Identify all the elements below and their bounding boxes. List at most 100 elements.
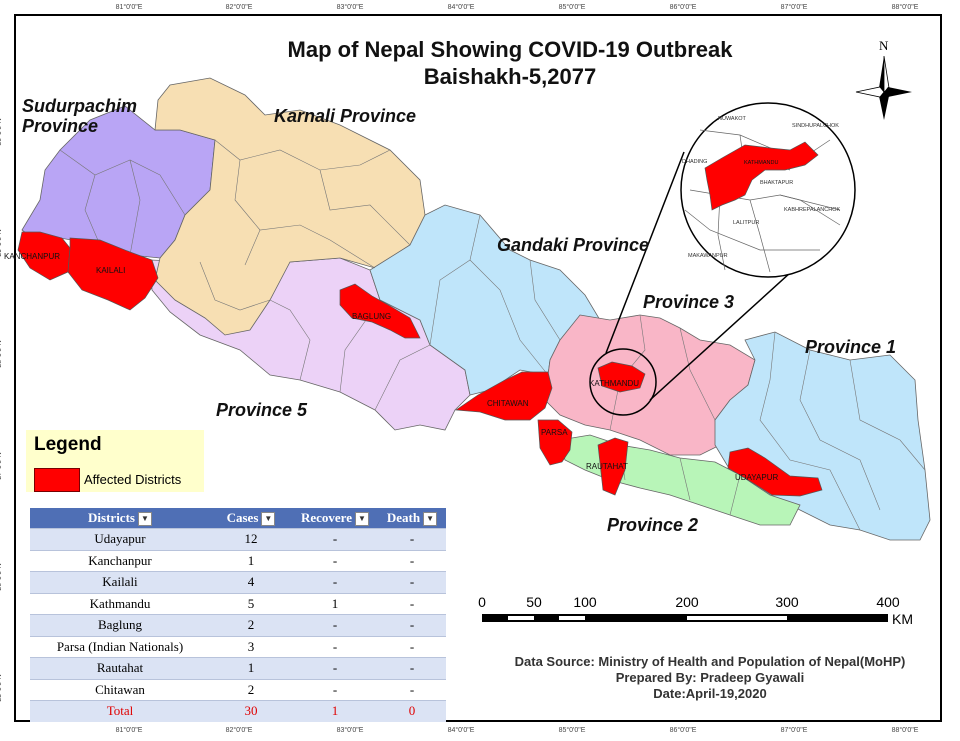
lon-tick-85: 85°0'0"E <box>558 4 586 11</box>
cell-district: Kathmandu <box>30 592 210 615</box>
filter-dropdown-icon[interactable]: ▼ <box>423 512 438 526</box>
header-death[interactable]: Death ▼ <box>378 508 446 529</box>
cell-cases: 5 <box>210 592 292 615</box>
map-date: Date:April-19,2020 <box>653 686 767 701</box>
cell-cases: 2 <box>210 678 292 701</box>
cell-district: Kailali <box>30 571 210 593</box>
lon-tick-85-bottom: 85°0'0"E <box>558 727 586 734</box>
scale-bar <box>482 614 888 622</box>
cell-death: - <box>378 635 446 658</box>
lon-tick-81-bottom: 81°0'0"E <box>115 727 143 734</box>
scale-label-400: 400 <box>876 594 900 610</box>
cell-total-recovered: 1 <box>292 700 378 722</box>
label-baglung: BAGLUNG <box>352 312 392 321</box>
cell-death: - <box>378 528 446 550</box>
district-rautahat <box>597 437 629 496</box>
district-udayapur <box>727 447 823 497</box>
label-kanchanpur: KANCHANPUR <box>4 252 61 261</box>
header-districts[interactable]: Districts ▼ <box>30 508 210 529</box>
lon-tick-82-bottom: 82°0'0"E <box>225 727 253 734</box>
cell-district: Kanchanpur <box>30 549 210 572</box>
label-province-3: Province 3 <box>643 292 735 312</box>
district-kathmandu <box>597 361 646 393</box>
label-rautahat: RAUTAHAT <box>586 462 628 471</box>
label-parsa: PARSA <box>541 428 568 437</box>
lon-tick-86-bottom: 86°0'0"E <box>669 727 697 734</box>
scale-label-50: 50 <box>526 594 542 610</box>
lon-tick-88-bottom: 88°0'0"E <box>891 727 919 734</box>
lon-tick-84: 84°0'0"E <box>447 4 475 11</box>
lon-tick-87: 87°0'0"E <box>780 4 808 11</box>
lon-tick-81: 81°0'0"E <box>115 4 143 11</box>
table-row: Rautahat 1- - <box>30 657 446 679</box>
karnali-area <box>154 77 426 336</box>
cell-recovered: - <box>292 571 378 593</box>
table-row: Kathmandu 5 1- <box>30 592 446 615</box>
inset-label-bhaktapur: BHAKTAPUR <box>760 180 794 186</box>
map-credits: Data Source: Ministry of Health and Popu… <box>460 654 960 702</box>
north-label: N <box>879 38 889 53</box>
kathmandu-callout-circle <box>589 348 657 416</box>
cell-total-death: 0 <box>378 700 446 722</box>
cell-recovered: - <box>292 635 378 658</box>
header-cases[interactable]: Cases ▼ <box>210 508 292 529</box>
cell-recovered: - <box>292 657 378 679</box>
lon-tick-86: 86°0'0"E <box>669 4 697 11</box>
cases-table: Districts ▼ Cases ▼ Recovere ▼ Death ▼ Udaya… <box>30 508 446 722</box>
map-title-line2: Baishakh-5,2077 <box>423 64 597 89</box>
lon-tick-84-bottom: 84°0'0"E <box>447 727 475 734</box>
inset-label-kathmandu: KATHMANDU <box>744 160 779 166</box>
cell-recovered: - <box>292 614 378 636</box>
legend: Legend Affected Districts <box>26 430 204 492</box>
cell-cases: 1 <box>210 657 292 679</box>
lon-tick-83: 83°0'0"E <box>336 4 364 11</box>
cell-total-cases: 30 <box>210 700 292 722</box>
inset-label-lalitpur: LALITPUR <box>733 220 760 226</box>
cell-total-label: Total <box>30 700 210 722</box>
kathmandu-inset <box>680 102 856 278</box>
table-total-row: Total 30 1 0 <box>30 700 446 722</box>
callout-line-upper <box>605 151 685 354</box>
scale-label-100: 100 <box>573 594 597 610</box>
lon-tick-82: 82°0'0"E <box>225 4 253 11</box>
cell-district: Parsa (Indian Nationals) <box>30 635 210 658</box>
inset-label-sindhupalchok: SINDHUPALCHOK <box>792 123 839 129</box>
cell-recovered: - <box>292 528 378 550</box>
cell-cases: 12 <box>210 528 292 550</box>
cell-death: - <box>378 549 446 572</box>
filter-dropdown-icon[interactable]: ▼ <box>261 512 276 526</box>
header-recovered[interactable]: Recovere ▼ <box>292 508 378 529</box>
cell-district: Chitawan <box>30 678 210 701</box>
legend-affected-swatch <box>34 468 80 492</box>
cell-recovered: - <box>292 549 378 572</box>
inset-label-makawanpur: MAKAWANPUR <box>688 253 728 259</box>
filter-dropdown-icon[interactable]: ▼ <box>355 512 369 526</box>
cell-death: - <box>378 657 446 679</box>
label-kathmandu: KATHMANDU <box>589 379 640 388</box>
label-kailali: KAILALI <box>96 266 126 275</box>
table-row: Baglung 2- - <box>30 614 446 636</box>
legend-title: Legend <box>34 434 102 455</box>
district-baglung <box>339 283 421 339</box>
cell-death: - <box>378 678 446 701</box>
cell-death: - <box>378 571 446 593</box>
cell-cases: 4 <box>210 571 292 593</box>
filter-dropdown-icon[interactable]: ▼ <box>137 512 152 526</box>
legend-affected-label: Affected Districts <box>84 472 182 487</box>
district-kailali <box>67 237 159 311</box>
label-province-5: Province 5 <box>216 400 308 420</box>
cell-district: Udayapur <box>30 528 210 550</box>
label-sudurpachim-text: Sudurpachim Province <box>22 96 138 136</box>
label-sudurpachim: Sudurpachim Province <box>22 96 152 136</box>
cell-cases: 3 <box>210 635 292 658</box>
inset-label-nuwakot: NUWAKOT <box>718 116 746 122</box>
cell-recovered: - <box>292 678 378 701</box>
label-udayapur: UDAYAPUR <box>735 473 779 482</box>
inset-kathmandu-red <box>704 141 819 211</box>
label-province-2: Province 2 <box>607 515 699 535</box>
inset-label-kabhrepalanchok: KABHREPALANCHOK <box>784 207 841 213</box>
district-boundaries <box>59 139 926 531</box>
cell-cases: 1 <box>210 549 292 572</box>
table-row: Parsa (Indian Nationals) 3- - <box>30 635 446 658</box>
